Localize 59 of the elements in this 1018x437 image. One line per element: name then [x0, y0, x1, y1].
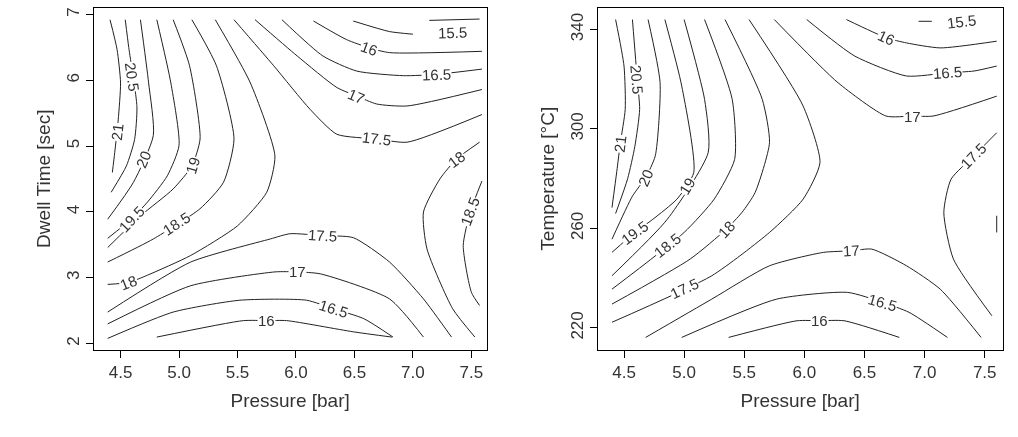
y-axis-title: Dwell Time [sec]: [32, 109, 54, 248]
annotation: 21: [107, 122, 127, 142]
annotation: 16.5: [317, 296, 351, 322]
annotation: 20: [634, 166, 657, 189]
annotation: 16: [875, 26, 898, 49]
x-tick-label: 6.5: [342, 363, 367, 382]
x-tick-label: 4.5: [108, 363, 133, 382]
x-tick-label: 7.5: [459, 363, 484, 382]
annotation: 15.5: [946, 11, 978, 32]
y-tick-label: 6: [63, 73, 83, 83]
x-tick-label: 5.0: [672, 363, 696, 382]
y-tick-label: 7: [63, 7, 83, 17]
annotation: 17: [842, 241, 861, 260]
y-tick-label: 300: [567, 112, 587, 141]
y-tick-label: 4: [63, 204, 83, 215]
x-tick-label: 6.0: [284, 363, 308, 382]
x-tick-label: 5.5: [732, 363, 757, 382]
annotation: 16.5: [421, 65, 452, 84]
annotation: 20.5: [121, 61, 143, 93]
x-tick-label: 7.0: [401, 363, 425, 382]
annotation: 16: [258, 312, 275, 329]
annotation: 18: [444, 147, 469, 172]
y-tick-label: 5: [63, 138, 83, 149]
y-axis-title: Temperature [°C]: [536, 106, 558, 251]
x-tick-label: 7.5: [972, 363, 997, 382]
annotation: 17: [904, 108, 921, 125]
annotation: 16.5: [866, 290, 899, 315]
annotation: 20.5: [627, 64, 647, 95]
y-tick-label: 220: [567, 311, 587, 340]
annotation: 17.5: [667, 274, 702, 303]
annotation: 19.5: [617, 217, 652, 249]
x-tick-label: 7.0: [912, 363, 937, 382]
y-tick-label: 340: [567, 12, 587, 42]
annotation: 16: [358, 37, 380, 60]
annotation: 17: [345, 85, 368, 108]
annotation: 16.5: [932, 62, 963, 83]
annotation: 18: [714, 217, 739, 242]
x-axis-title: Pressure [bar]: [740, 389, 860, 411]
annotation: 17.5: [307, 226, 338, 245]
annotation: 18.5: [650, 229, 685, 262]
x-tick-label: 6.5: [852, 363, 877, 382]
annotation: 15.5: [437, 23, 468, 42]
annotation: 18.5: [159, 208, 194, 239]
x-tick-label: 4.5: [612, 363, 636, 382]
y-tick-label: 2: [63, 336, 83, 346]
annotation: 17: [289, 263, 306, 280]
x-tick-label: 6.0: [792, 363, 817, 382]
annotation: 16: [811, 312, 828, 329]
annotation: 18.5: [456, 194, 484, 229]
x-tick-label: 5.0: [167, 363, 191, 382]
annotation: 20: [132, 148, 155, 171]
annotation: 18: [117, 271, 140, 294]
x-tick-label: 5.5: [225, 363, 250, 382]
y-tick-label: 260: [567, 211, 587, 241]
annotation: 21: [610, 134, 630, 154]
x-axis-title: Pressure [bar]: [230, 389, 350, 411]
annotation: 19: [675, 174, 699, 198]
y-tick-label: 3: [63, 270, 83, 281]
annotation: 19: [182, 155, 204, 176]
